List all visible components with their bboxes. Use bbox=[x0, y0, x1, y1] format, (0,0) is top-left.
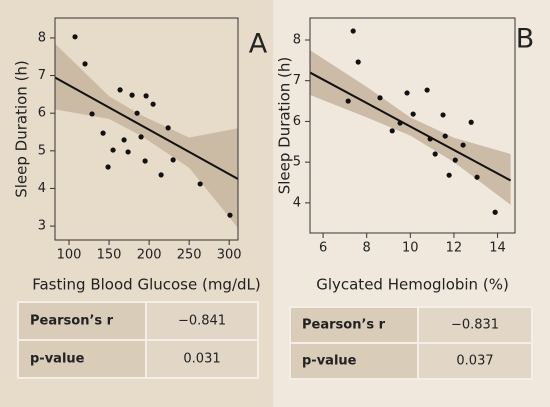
data-point bbox=[170, 157, 176, 163]
data-point bbox=[100, 130, 106, 136]
data-point bbox=[138, 134, 144, 140]
table-cell bbox=[145, 339, 259, 379]
confidence-band bbox=[55, 43, 238, 228]
regression-line bbox=[54, 76, 239, 180]
data-point bbox=[227, 212, 233, 218]
table-label: p-value bbox=[302, 354, 357, 369]
x-tick-label: 6 bbox=[319, 241, 327, 256]
data-point bbox=[432, 151, 438, 157]
y-tick-label: 8 bbox=[38, 30, 46, 45]
data-point bbox=[150, 101, 156, 107]
table-value: −0.841 bbox=[178, 314, 226, 329]
data-point bbox=[110, 147, 116, 153]
y-tick-label: 7 bbox=[38, 68, 46, 83]
data-point bbox=[452, 157, 458, 163]
y-tick-label: 5 bbox=[38, 143, 46, 158]
y-tick-label: 7 bbox=[293, 73, 301, 88]
table-value: −0.831 bbox=[451, 318, 499, 333]
data-point bbox=[129, 92, 135, 98]
x-tick-label: 14 bbox=[489, 241, 506, 256]
table-value: 0.031 bbox=[183, 352, 220, 367]
data-point bbox=[446, 172, 452, 178]
table-cell bbox=[417, 306, 533, 344]
data-point bbox=[355, 59, 361, 65]
table-cell bbox=[145, 301, 259, 341]
regression-line bbox=[309, 71, 512, 182]
data-point bbox=[492, 209, 498, 215]
data-point bbox=[389, 128, 395, 134]
data-point bbox=[474, 174, 480, 180]
table-cell bbox=[289, 306, 419, 344]
x-tick-label: 200 bbox=[137, 248, 162, 263]
y-axis-label: Sleep Duration (h) bbox=[13, 60, 31, 198]
y-tick-label: 8 bbox=[293, 32, 301, 47]
panel-label: A bbox=[249, 29, 268, 60]
data-point bbox=[121, 137, 127, 143]
data-point bbox=[424, 87, 430, 93]
data-point bbox=[440, 112, 446, 118]
table-value: 0.037 bbox=[456, 354, 493, 369]
table-label: Pearson’s r bbox=[302, 318, 386, 333]
table-cell bbox=[417, 342, 533, 380]
panel-label: B bbox=[516, 24, 535, 55]
data-point bbox=[82, 61, 88, 67]
y-tick-label: 4 bbox=[38, 181, 46, 196]
data-point bbox=[105, 164, 111, 170]
x-tick-label: 10 bbox=[402, 241, 419, 256]
x-tick-label: 150 bbox=[97, 248, 122, 263]
table-label: p-value bbox=[30, 352, 85, 367]
y-tick-label: 6 bbox=[38, 106, 46, 121]
x-tick-label: 300 bbox=[217, 248, 242, 263]
x-tick-label: 100 bbox=[57, 248, 82, 263]
y-tick-label: 4 bbox=[293, 195, 301, 210]
x-tick-label: 250 bbox=[177, 248, 202, 263]
data-point bbox=[89, 111, 95, 117]
x-axis-label: Glycated Hemoglobin (%) bbox=[316, 276, 509, 294]
data-point bbox=[134, 110, 140, 116]
data-point bbox=[377, 95, 383, 101]
data-point bbox=[142, 158, 148, 164]
y-tick-label: 5 bbox=[293, 155, 301, 170]
data-point bbox=[345, 98, 351, 104]
x-axis-label: Fasting Blood Glucose (mg/dL) bbox=[32, 276, 261, 294]
table-cell bbox=[289, 342, 419, 380]
y-tick-label: 6 bbox=[293, 114, 301, 129]
data-point bbox=[158, 172, 164, 178]
data-point bbox=[143, 93, 149, 99]
y-tick-label: 3 bbox=[38, 219, 46, 234]
data-point bbox=[72, 34, 78, 40]
table-label: Pearson’s r bbox=[30, 314, 114, 329]
data-point bbox=[442, 133, 448, 139]
data-point bbox=[197, 181, 203, 187]
x-tick-label: 12 bbox=[446, 241, 463, 256]
data-point bbox=[165, 125, 171, 131]
data-point bbox=[117, 87, 123, 93]
plot-frame bbox=[309, 17, 516, 234]
y-axis-label: Sleep Duration (h) bbox=[276, 57, 294, 195]
x-tick-label: 8 bbox=[363, 241, 371, 256]
data-point bbox=[427, 136, 433, 142]
data-point bbox=[460, 142, 466, 148]
data-point bbox=[350, 28, 356, 34]
data-point bbox=[410, 111, 416, 117]
table-cell bbox=[17, 339, 147, 379]
data-point bbox=[404, 90, 410, 96]
data-point bbox=[125, 149, 131, 155]
data-point bbox=[397, 120, 403, 126]
plot-frame bbox=[54, 17, 239, 241]
data-point bbox=[468, 119, 474, 125]
